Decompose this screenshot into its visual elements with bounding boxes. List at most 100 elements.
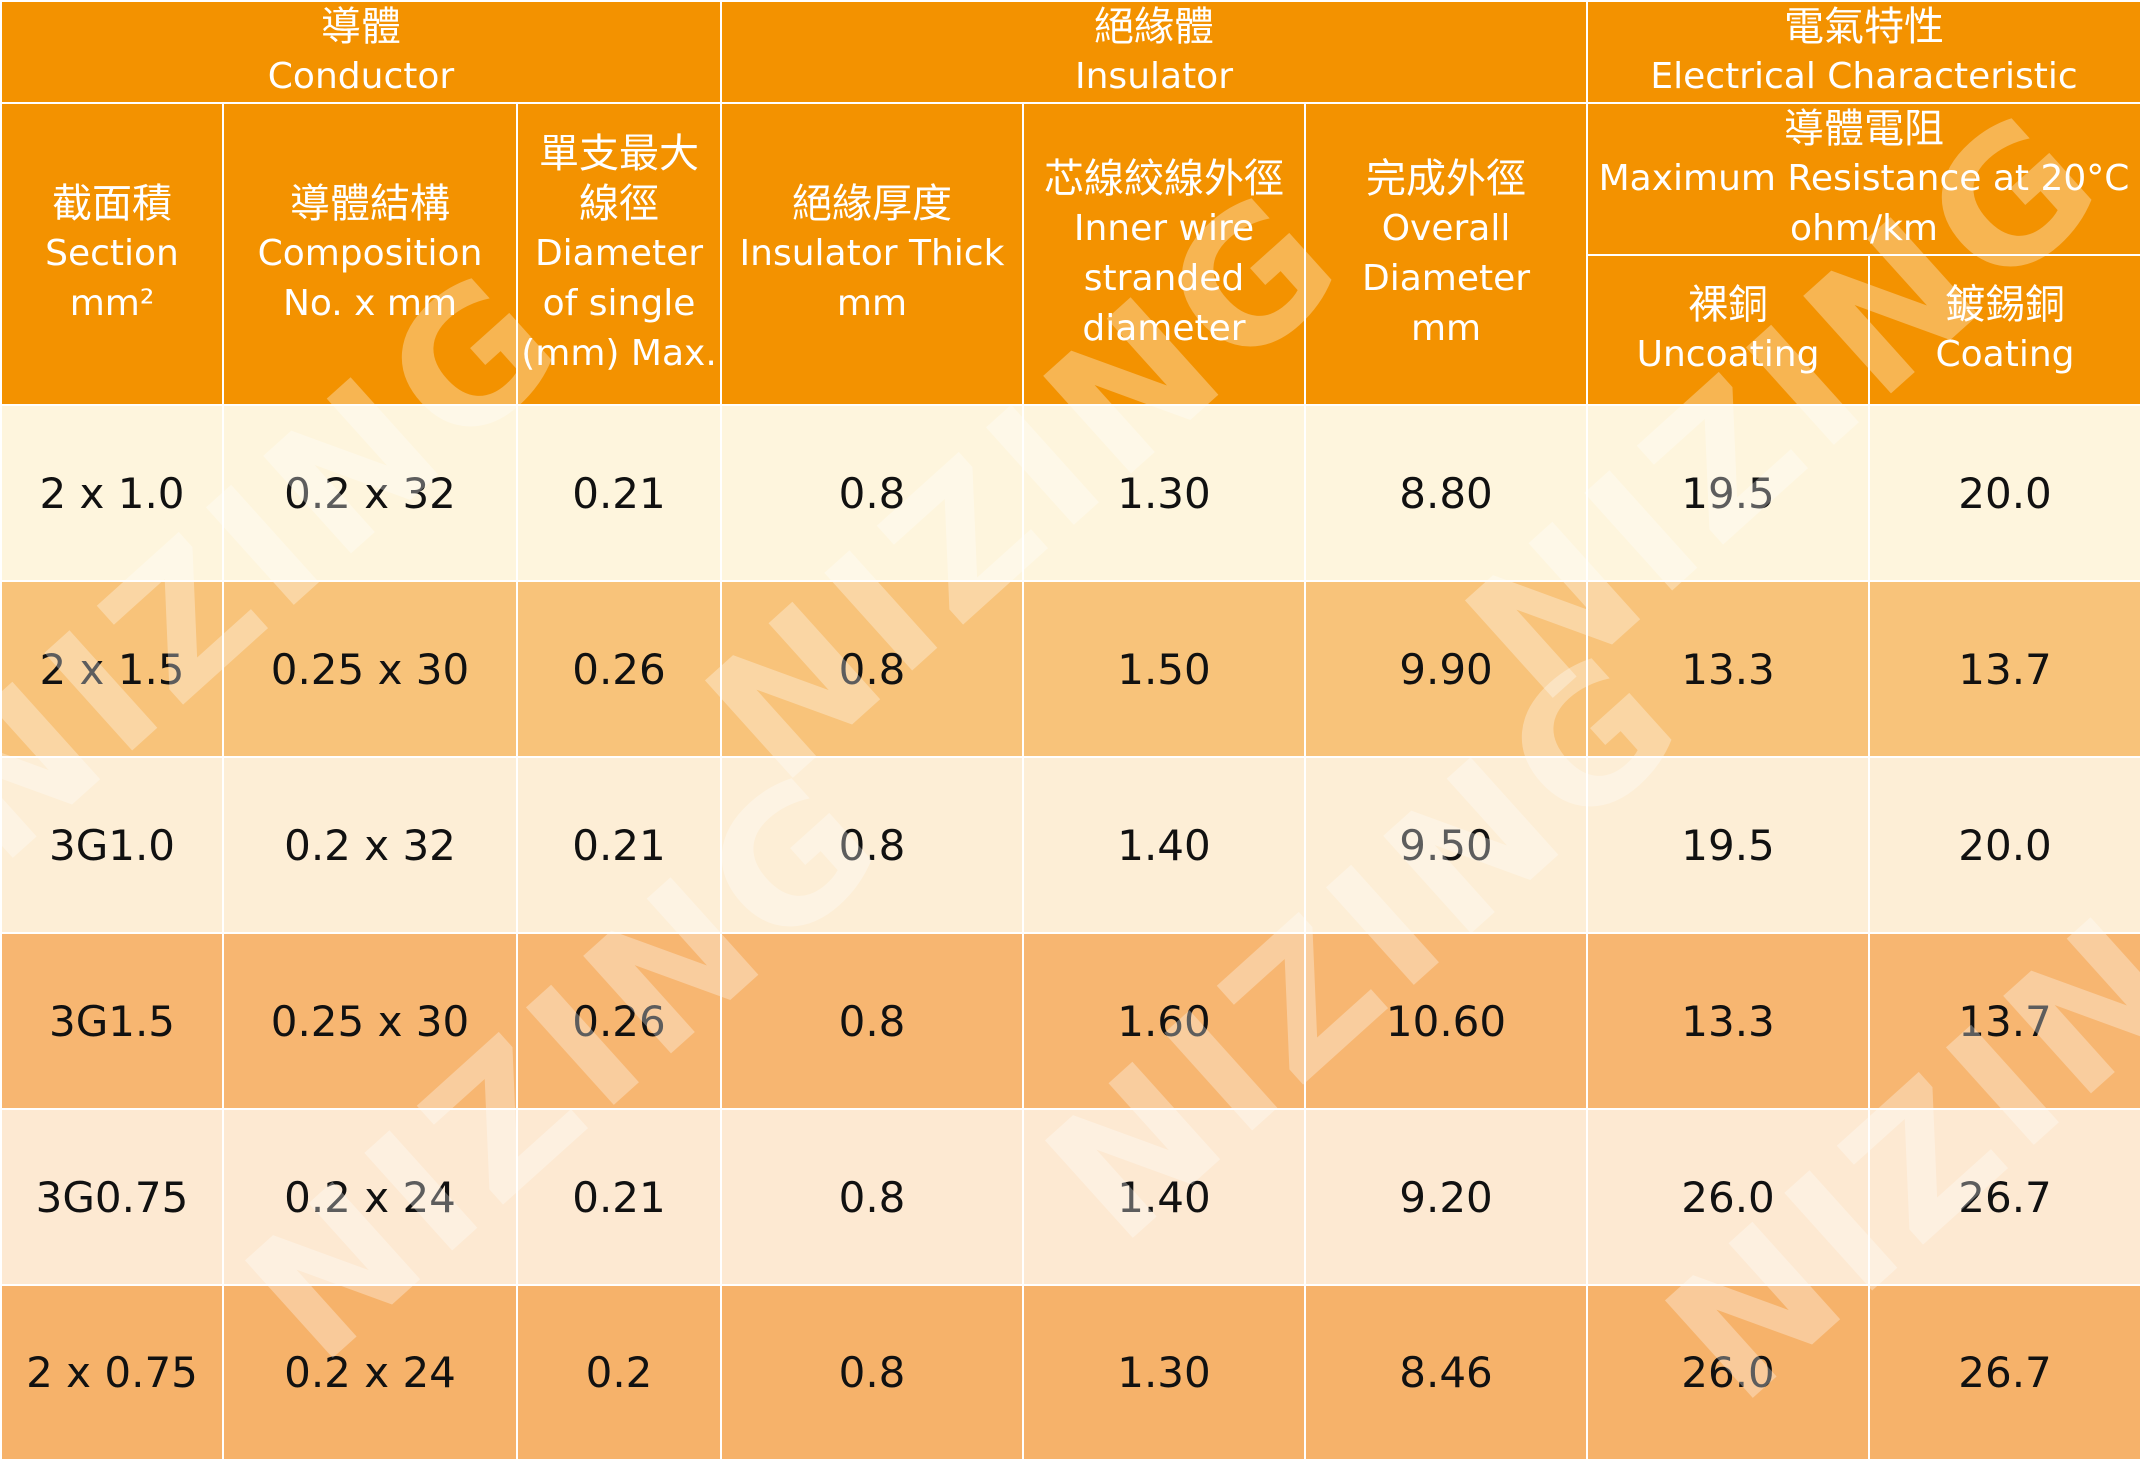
table-row: 2 x 1.0 0.2 x 32 0.21 0.8 1.30 8.80 19.5… [0,404,2140,582]
table-row: 2 x 0.75 0.2 x 24 0.2 0.8 1.30 8.46 26.0… [0,1284,2140,1461]
header-electrical-en: Electrical Characteristic [1650,56,2078,97]
cell-overall: 8.80 [1303,404,1589,582]
header-conductor: 導體 Conductor [0,0,722,104]
header-diameter-single-en2: of single [542,283,696,324]
header-overall-en1: Overall [1381,208,1511,249]
cell-overall: 9.50 [1303,756,1589,934]
header-insulator: 絕緣體 Insulator [719,0,1589,104]
header-column-row: 截面積 Section mm² 導體結構 Composition No. x m… [0,102,2140,406]
cell-diameter-single: 0.26 [516,932,722,1110]
header-electrical: 電氣特性 Electrical Characteristic [1586,0,2140,104]
cell-inner-wire: 1.40 [1022,1108,1306,1286]
cell-coating: 20.0 [1868,404,2140,582]
cell-coating: 26.7 [1868,1284,2140,1461]
header-coating-zh: 鍍錫銅 [1945,282,2066,328]
cell-diameter-single: 0.26 [516,580,722,758]
header-insulator-thick-en2: mm [836,283,908,324]
header-diameter-single-zh1: 單支最大 [539,131,699,177]
header-insulator-zh: 絕緣體 [1094,4,1215,50]
cell-coating: 13.7 [1868,932,2140,1110]
header-overall-en2: Diameter [1361,258,1531,299]
cell-insulator-thick: 0.8 [720,404,1024,582]
cell-diameter-single: 0.21 [516,1108,722,1286]
cell-diameter-single: 0.21 [516,404,722,582]
cell-insulator-thick: 0.8 [720,1284,1024,1461]
cell-inner-wire: 1.40 [1022,756,1306,934]
header-uncoating-en: Uncoating [1636,334,1820,375]
header-composition-en1: Composition [257,233,483,274]
header-section-en: Section mm² [45,233,179,324]
header-inner-wire-en1: Inner wire [1073,208,1255,249]
header-diameter-single-zh2: 線徑 [579,181,659,227]
header-inner-wire-en3: diameter [1082,308,1246,349]
cell-coating: 26.7 [1868,1108,2140,1286]
cell-composition: 0.2 x 32 [222,756,518,934]
cell-section: 3G0.75 [0,1108,224,1286]
cell-insulator-thick: 0.8 [720,580,1024,758]
header-insulator-thick-zh: 絕緣厚度 [792,181,952,227]
cell-uncoating: 19.5 [1586,404,1871,582]
table-row: 3G1.5 0.25 x 30 0.26 0.8 1.60 10.60 13.3… [0,932,2140,1110]
cell-composition: 0.2 x 24 [222,1284,518,1461]
header-resistance: 導體電阻 Maximum Resistance at 20°C ohm/km [1586,102,2140,256]
cell-uncoating: 19.5 [1586,756,1871,934]
header-inner-wire-en2: stranded [1083,258,1245,299]
cell-uncoating: 26.0 [1586,1108,1871,1286]
cell-overall: 9.90 [1303,580,1589,758]
header-coating: 鍍錫銅 Coating [1868,254,2140,406]
header-overall-zh: 完成外徑 [1366,156,1527,202]
cell-diameter-single: 0.2 [516,1284,722,1461]
header-diameter-single-en1: Diameter [534,233,704,274]
cell-insulator-thick: 0.8 [720,932,1024,1110]
cell-section: 2 x 0.75 [0,1284,224,1461]
cell-inner-wire: 1.30 [1022,1284,1306,1461]
cell-diameter-single: 0.21 [516,756,722,934]
header-inner-wire-zh: 芯線絞線外徑 [1044,156,1284,202]
cell-inner-wire: 1.60 [1022,932,1306,1110]
header-resistance-en2: ohm/km [1790,208,1939,249]
header-resistance-en1: Maximum Resistance at 20°C [1598,158,2130,199]
header-insulator-thick-en1: Insulator Thick [739,233,1005,274]
header-composition-zh: 導體結構 [290,181,450,227]
header-conductor-zh: 導體 [321,4,401,50]
header-inner-wire: 芯線絞線外徑 Inner wire stranded diameter [1022,102,1306,406]
header-overall: 完成外徑 Overall Diameter mm [1303,102,1589,406]
cell-uncoating: 13.3 [1586,580,1871,758]
header-section-zh: 截面積 [52,181,172,227]
header-uncoating-zh: 裸銅 [1688,282,1769,328]
header-subcolumn-row: 裸銅 Uncoating 鍍錫銅 Coating [1,254,2140,406]
cell-composition: 0.2 x 24 [222,1108,518,1286]
table-row: 3G1.0 0.2 x 32 0.21 0.8 1.40 9.50 19.5 2… [0,756,2140,934]
cell-insulator-thick: 0.8 [720,1108,1024,1286]
header-coating-en: Coating [1935,334,2075,375]
header-composition: 導體結構 Composition No. x mm [222,102,518,406]
header-diameter-single: 單支最大 線徑 Diameter of single (mm) Max. [516,102,722,406]
cell-uncoating: 13.3 [1586,932,1871,1110]
cell-section: 2 x 1.0 [0,404,224,582]
header-composition-en2: No. x mm [282,283,458,324]
cell-overall: 10.60 [1303,932,1589,1110]
cell-inner-wire: 1.50 [1022,580,1306,758]
cell-overall: 8.46 [1303,1284,1589,1461]
cell-coating: 20.0 [1868,756,2140,934]
cell-section: 3G1.0 [0,756,224,934]
cell-composition: 0.2 x 32 [222,404,518,582]
cell-section: 2 x 1.5 [0,580,224,758]
cell-insulator-thick: 0.8 [720,756,1024,934]
table-row: 3G0.75 0.2 x 24 0.21 0.8 1.40 9.20 26.0 … [0,1108,2140,1286]
cell-uncoating: 26.0 [1586,1284,1871,1461]
cell-overall: 9.20 [1303,1108,1589,1286]
cell-section: 3G1.5 [0,932,224,1110]
header-insulator-thick: 絕緣厚度 Insulator Thick mm [720,102,1024,406]
table-row: 2 x 1.5 0.25 x 30 0.26 0.8 1.50 9.90 13.… [0,580,2140,758]
cell-coating: 13.7 [1868,580,2140,758]
header-section: 截面積 Section mm² [0,102,224,406]
header-overall-en3: mm [1410,308,1482,349]
header-conductor-en: Conductor [267,56,455,97]
header-resistance-zh: 導體電阻 [1784,106,1945,152]
cell-composition: 0.25 x 30 [222,932,518,1110]
header-group-row: 導體 Conductor 絕緣體 Insulator 電氣特性 Electric… [0,0,2140,104]
cell-composition: 0.25 x 30 [222,580,518,758]
header-diameter-single-en3: (mm) Max. [521,333,717,374]
